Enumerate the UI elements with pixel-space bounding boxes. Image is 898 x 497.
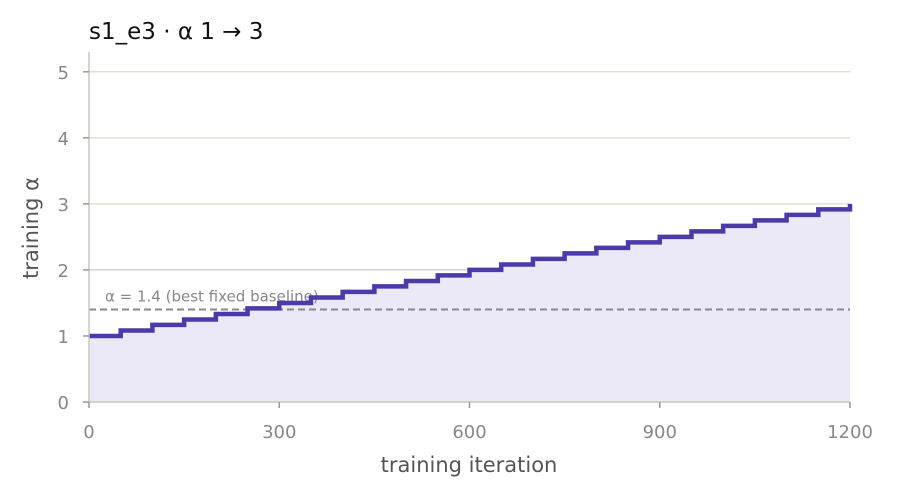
y-axis-title: training α	[19, 177, 43, 279]
x-tick-label-300: 300	[262, 422, 296, 443]
area-layer	[89, 203, 850, 402]
y-tick-label-3: 3	[58, 195, 69, 216]
x-tick-label-1200: 1200	[827, 422, 873, 443]
step-line-layer	[89, 203, 853, 339]
series-area	[89, 203, 850, 402]
y-tick-label-5: 5	[58, 63, 69, 84]
y-tick-label-4: 4	[58, 129, 69, 150]
reference-line-layer: α = 1.4 (best fixed baseline)	[89, 288, 850, 311]
x-tick-label-900: 900	[643, 422, 677, 443]
x-tick-label-0: 0	[83, 422, 94, 443]
x-tick-label-600: 600	[452, 422, 486, 443]
series-step-line	[89, 203, 853, 339]
y-tick-label-1: 1	[58, 327, 69, 348]
chart-title: s1_e3 · α 1 → 3	[89, 19, 263, 45]
reference-line-label: α = 1.4 (best fixed baseline)	[105, 288, 319, 306]
y-axis-ticks: 0 1 2 3 4 5	[58, 63, 89, 414]
y-tick-label-2: 2	[58, 261, 69, 282]
x-axis-ticks: 0 300 600 900 1200	[83, 402, 873, 443]
y-tick-label-0: 0	[58, 393, 69, 414]
x-axis-title: training iteration	[381, 453, 558, 477]
